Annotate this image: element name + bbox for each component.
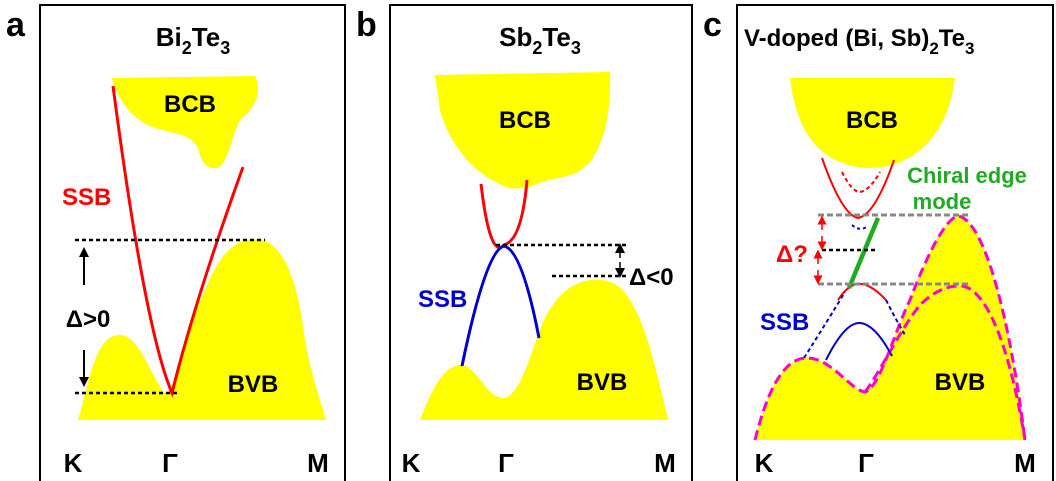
k-label-M: M: [1014, 448, 1036, 478]
chiral-label-line1: Chiral edge: [907, 163, 1027, 188]
bulk-band-edge-lower: [863, 284, 1027, 441]
bvb-label: BVB: [228, 371, 279, 398]
k-label-Gamma: Γ: [162, 448, 178, 478]
chiral-edge-mode-line: [846, 217, 881, 289]
panel-frame: [736, 4, 1054, 481]
ssb-label: SSB: [760, 309, 809, 336]
ssb-lower: [460, 244, 541, 367]
k-label-Gamma: Γ: [498, 448, 514, 478]
panel-c: c V-doped (Bi, Sb)2Te3 BCB BVB SSB Chira…: [703, 4, 1054, 481]
panel-a: a Bi2Te3 BCB BVB SSB Δ>0 K Γ M: [6, 4, 346, 481]
delta-label: Δ>0: [66, 306, 111, 333]
ssb-gap-top: [837, 282, 887, 301]
delta-label: Δ?: [776, 241, 808, 268]
panel-letter: b: [356, 6, 377, 44]
delta-label: Δ<0: [629, 264, 674, 291]
ssb-blue-solid: [825, 322, 893, 361]
bcb-band: [435, 72, 611, 189]
panel-title: Bi2Te3: [156, 22, 230, 58]
panel-title: Sb2Te3: [499, 22, 581, 58]
ssb-label: SSB: [62, 184, 111, 211]
bvb-band: [755, 216, 1025, 440]
bvb-band: [78, 239, 326, 420]
ssb-blue-dashed-left: [803, 291, 846, 359]
ssb-upper-dashed: [841, 171, 881, 194]
panel-frame: [39, 4, 346, 481]
bcb-label: BCB: [846, 107, 898, 134]
ssb-upper-solid: [821, 157, 895, 220]
bcb-band: [112, 76, 258, 169]
bulk-band-edge-upper: [753, 214, 1027, 441]
bvb-band: [420, 279, 668, 420]
ssb-blue-dashed-top: [851, 224, 869, 230]
ssb-upper: [479, 179, 529, 249]
bcb-band: [790, 78, 955, 168]
bcb-label: BCB: [499, 107, 551, 134]
ssb-cone: [111, 85, 245, 398]
k-label-K: K: [64, 448, 83, 478]
panel-b: b Sb2Te3 BCB BVB SSB Δ<0 K Γ M: [356, 4, 693, 481]
panel-letter: a: [6, 6, 26, 44]
panel-letter: c: [703, 6, 722, 44]
k-label-M: M: [307, 448, 329, 478]
k-label-K: K: [402, 448, 421, 478]
panel-frame: [389, 4, 693, 481]
k-label-M: M: [654, 448, 676, 478]
panel-title: V-doped (Bi, Sb)2Te3: [744, 25, 975, 58]
k-label-K: K: [755, 448, 774, 478]
k-label-Gamma: Γ: [858, 448, 874, 478]
bvb-label: BVB: [935, 369, 986, 396]
ssb-blue-dashed-right: [885, 299, 906, 336]
chiral-label-line2: mode: [913, 189, 972, 214]
bcb-label: BCB: [164, 91, 216, 118]
bvb-label: BVB: [577, 369, 628, 396]
ssb-label: SSB: [418, 286, 467, 313]
